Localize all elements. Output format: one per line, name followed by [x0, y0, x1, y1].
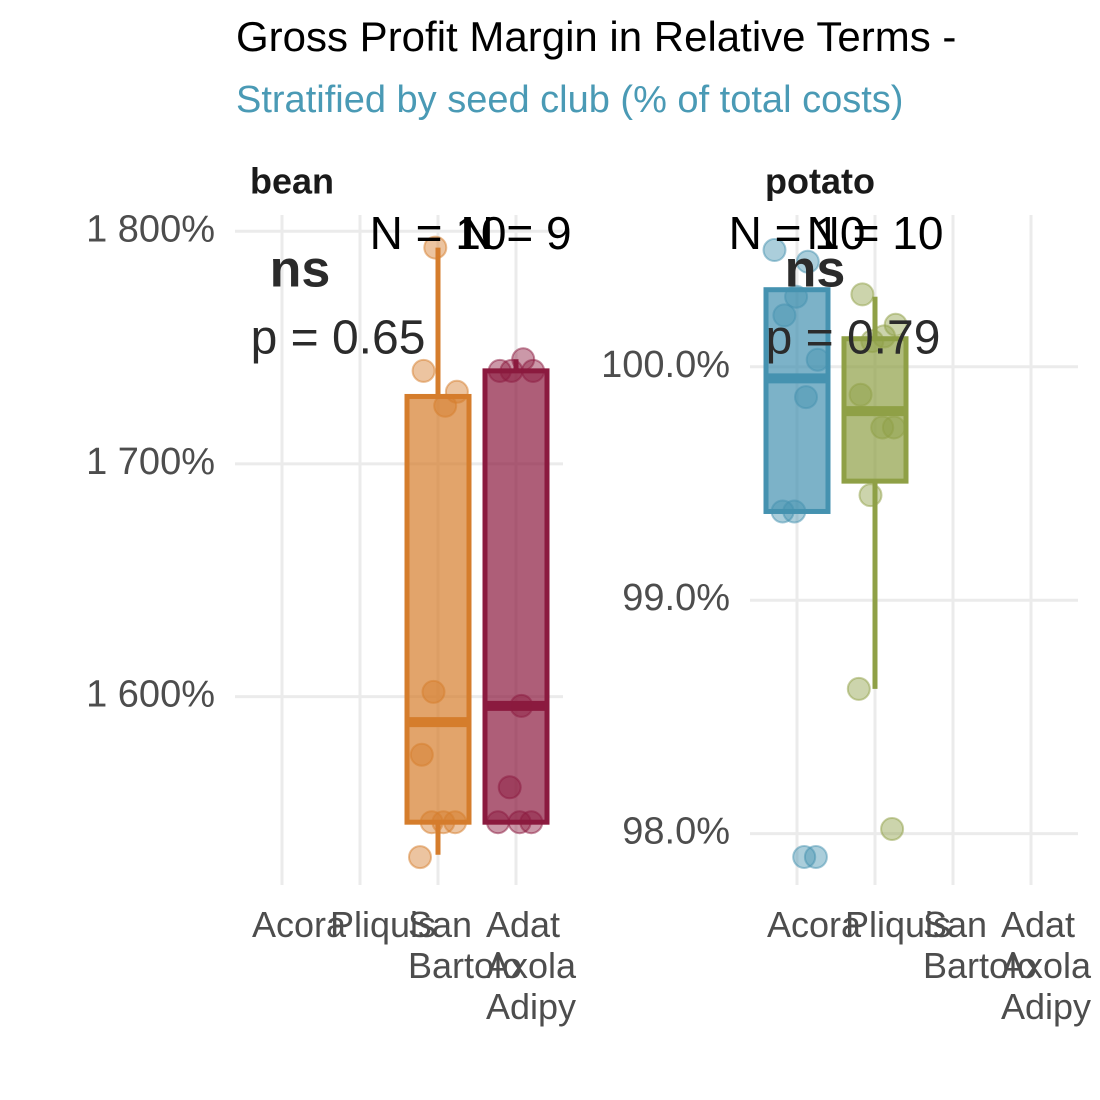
- point: [770, 499, 795, 524]
- point: [421, 679, 446, 704]
- n-label: N = 10: [807, 207, 944, 259]
- point: [860, 329, 885, 354]
- x-tick-label: Pliquis: [330, 904, 437, 945]
- x-tick-label: San Bartolo: [408, 904, 523, 986]
- point: [509, 693, 534, 718]
- point: [848, 382, 873, 407]
- y-tick-label: 99.0%: [622, 577, 730, 619]
- point: [792, 844, 817, 869]
- y-tick-label: 1 800%: [86, 208, 215, 250]
- facet-label: bean: [250, 161, 334, 202]
- box: [404, 393, 472, 825]
- point: [870, 415, 895, 440]
- point: [507, 810, 532, 835]
- box: [763, 287, 831, 514]
- point: [858, 483, 883, 508]
- point: [794, 385, 818, 410]
- chart-subtitle: Stratified by seed club (% of total cost…: [236, 79, 903, 121]
- point: [486, 810, 510, 835]
- point: [772, 303, 797, 328]
- facet-label: potato: [765, 161, 875, 202]
- point: [408, 845, 432, 870]
- n-label: N = 10: [370, 207, 507, 259]
- point: [521, 358, 546, 383]
- point: [411, 358, 436, 383]
- p-label: p = 0.79: [766, 312, 941, 365]
- n-label: N = 10: [729, 207, 866, 259]
- x-tick-label: Adat Axola Adipy: [1001, 904, 1092, 1027]
- x-tick-label: Pliquis: [845, 904, 952, 945]
- point: [784, 284, 809, 309]
- point: [433, 393, 458, 418]
- y-tick-label: 98.0%: [622, 811, 730, 853]
- point: [409, 742, 434, 767]
- point: [497, 775, 522, 800]
- x-tick-label: San Bartolo: [923, 904, 1038, 986]
- point: [795, 249, 820, 274]
- point: [423, 235, 448, 260]
- n-label: N = 9: [460, 207, 571, 259]
- point: [762, 238, 787, 263]
- point: [487, 358, 512, 383]
- x-tick-label: Adat Axola Adipy: [486, 904, 577, 1027]
- point: [880, 816, 905, 841]
- point: [419, 810, 444, 835]
- signif-label: ns: [270, 241, 331, 299]
- y-tick-label: 1 700%: [86, 441, 215, 483]
- box: [482, 368, 550, 825]
- point: [805, 347, 830, 372]
- signif-label: ns: [785, 241, 846, 299]
- y-tick-label: 100.0%: [601, 344, 730, 386]
- point: [846, 676, 871, 701]
- x-tick-label: Acora: [252, 904, 347, 945]
- point: [850, 282, 875, 307]
- chart-title: Gross Profit Margin in Relative Terms -: [236, 13, 956, 60]
- p-label: p = 0.65: [251, 312, 426, 365]
- x-tick-label: Acora: [767, 904, 862, 945]
- y-tick-label: 1 600%: [86, 674, 215, 716]
